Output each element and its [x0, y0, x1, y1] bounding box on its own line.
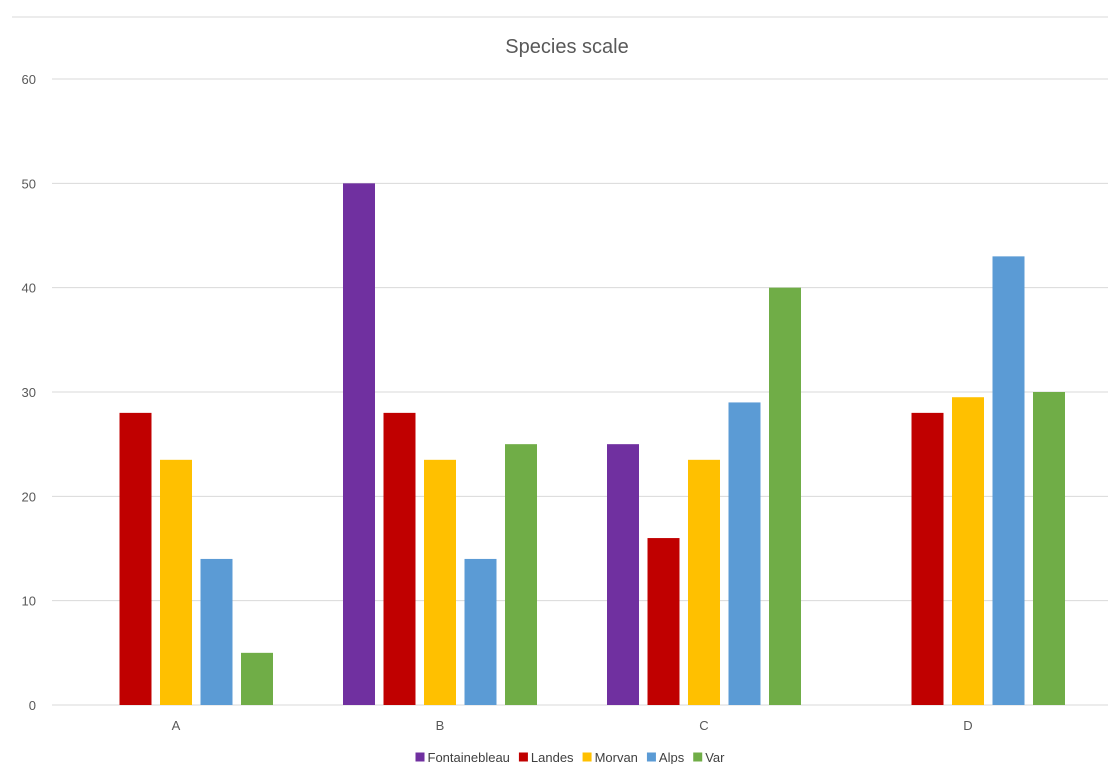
legend-swatch [415, 752, 425, 762]
x-tick-label: D [963, 718, 972, 733]
legend-label: Morvan [595, 750, 638, 764]
bar-var-b [505, 444, 537, 705]
bar-var-a [241, 652, 273, 705]
legend-item: Var [693, 750, 725, 764]
bar-morvan-a [160, 459, 192, 705]
legend-swatch [693, 752, 703, 762]
x-tick-label: C [699, 718, 708, 733]
legend-item: Alps [646, 750, 685, 764]
bar-var-d [1033, 392, 1065, 705]
chart-title: Species scale [505, 36, 628, 58]
y-tick-label: 40 [22, 281, 36, 296]
legend: Fontainebleau Landes Morvan Alps Var [415, 750, 725, 764]
legend-item: Landes [518, 750, 574, 764]
x-axis: A B C D [172, 718, 973, 733]
legend-swatch [518, 752, 528, 762]
bar-var-c [769, 287, 801, 705]
bar-morvan-b [424, 459, 456, 705]
legend-label: Fontainebleau [428, 750, 510, 764]
legend-item: Fontainebleau [415, 750, 510, 764]
legend-swatch [646, 752, 656, 762]
legend-label: Var [705, 750, 725, 764]
bar-landes-c [647, 538, 680, 705]
y-axis: 0 10 20 30 40 50 60 [22, 72, 36, 713]
legend-swatch [582, 752, 592, 762]
bar-alps-a [200, 558, 233, 705]
bar-fontainebleau-c [607, 444, 639, 705]
bar-morvan-c [688, 459, 720, 705]
y-tick-label: 30 [22, 385, 36, 400]
bar-alps-c [728, 402, 761, 705]
bar-alps-b [464, 558, 497, 705]
y-tick-label: 20 [22, 489, 36, 504]
bar-landes-a [119, 412, 152, 705]
legend-item: Morvan [582, 750, 638, 764]
legend-label: Alps [659, 750, 685, 764]
y-tick-label: 50 [22, 176, 36, 191]
y-tick-label: 10 [22, 594, 36, 609]
bar-landes-b [383, 412, 416, 705]
bar-morvan-d [952, 397, 984, 705]
x-tick-label: A [172, 718, 181, 733]
y-tick-label: 60 [22, 72, 36, 87]
bars [119, 183, 1065, 706]
bar-landes-d [911, 412, 944, 705]
x-tick-label: B [436, 718, 445, 733]
y-tick-label: 0 [29, 698, 36, 713]
bar-alps-d [992, 256, 1025, 705]
bar-fontainebleau-b [343, 183, 375, 706]
legend-label: Landes [531, 750, 574, 764]
